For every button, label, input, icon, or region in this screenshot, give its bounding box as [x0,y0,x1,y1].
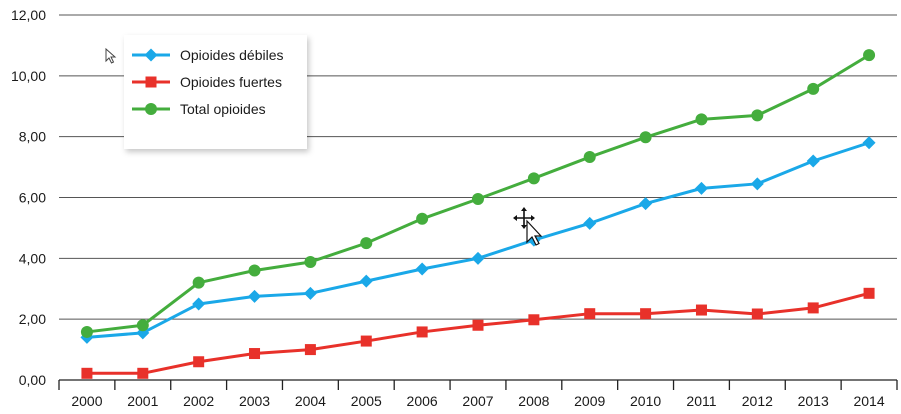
legend-label: Opioides fuertes [180,74,282,90]
data-point [527,172,540,185]
series-circle [80,49,876,338]
x-tick-label: 2014 [853,393,884,409]
data-point [750,177,764,191]
data-point [863,287,875,299]
series-lines [80,49,876,379]
x-tick-label: 2003 [239,393,270,409]
y-tick-label: 8,00 [19,129,46,145]
x-tick-label: 2004 [295,393,326,409]
x-axis [58,379,898,390]
data-point [639,131,652,144]
x-tick-label: 2002 [183,393,214,409]
data-point [472,193,484,206]
y-tick-label: 12,00 [11,7,46,23]
x-tick-label: 2011 [686,393,716,409]
legend-label: Total opioides [180,101,266,117]
data-point [81,367,93,379]
data-point [640,308,652,320]
x-tick-label: 2008 [518,393,549,409]
data-point [862,136,876,150]
y-tick-label: 4,00 [19,250,46,266]
data-point [639,197,653,211]
data-point [528,314,540,326]
x-tick-label: 2013 [798,393,829,409]
data-point [694,181,708,195]
y-axis-tick-labels: 0,00 2,00 4,00 6,00 8,00 10,00 12,00 [11,7,46,388]
data-point [248,264,261,277]
data-point [583,216,597,230]
x-tick-label: 2000 [71,393,102,409]
data-point [193,356,205,368]
x-axis-tick-labels: 2000 2001 2002 2003 2004 2005 2006 2007 2008 2009… [71,393,884,409]
pointer-cursor-icon [105,47,117,64]
x-tick-label: 2012 [742,393,773,409]
data-point [304,255,317,268]
data-point [695,113,708,126]
data-point [415,262,429,276]
legend-item: Total opioides [132,101,266,117]
y-tick-label: 6,00 [19,190,46,206]
x-tick-label: 2001 [127,393,158,409]
data-point [192,297,206,311]
data-point [584,308,596,320]
legend-swatch-marker [144,48,158,62]
data-point [695,304,707,316]
data-point [359,274,373,288]
legend-item: Opioides débiles [132,47,284,63]
data-point [751,308,763,320]
move-cursor-icon [513,207,543,246]
data-point [807,82,820,95]
x-tick-label: 2005 [351,393,382,409]
x-tick-label: 2010 [630,393,661,409]
data-point [136,319,149,332]
data-point [416,212,429,225]
legend-label: Opioides débiles [180,47,284,63]
data-point [137,367,149,379]
data-point [303,286,317,300]
data-point [751,109,764,122]
data-point [416,326,428,338]
y-tick-label: 2,00 [19,311,46,327]
legend: Opioides débiles Opioides fuertes Total op… [124,35,307,149]
legend-swatch-marker [145,103,157,115]
data-point [807,302,819,314]
data-point [304,344,316,356]
data-point [863,49,876,62]
y-tick-label: 10,00 [11,68,46,84]
data-point [360,237,373,250]
y-tick-label: 0,00 [19,372,46,388]
data-point [583,151,596,164]
legend-item: Opioides fuertes [132,74,282,90]
data-point [472,319,484,331]
series-line [86,141,870,339]
data-point [192,276,205,289]
x-tick-label: 2007 [462,393,493,409]
data-point [80,325,93,338]
x-tick-label: 2009 [574,393,605,409]
series-square [81,287,875,379]
data-point [360,335,372,347]
data-point [806,154,820,168]
legend-swatch-marker [145,76,157,88]
data-point [249,348,261,360]
series-line [86,291,870,375]
x-tick-label: 2006 [407,393,438,409]
data-point [248,289,262,303]
data-point [471,251,485,265]
